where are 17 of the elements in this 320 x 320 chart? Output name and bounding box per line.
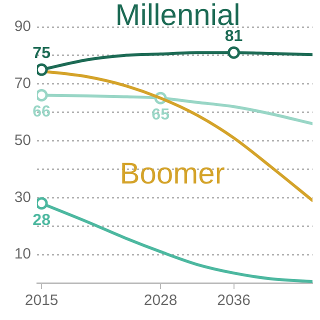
x-tick-label: 2015 xyxy=(24,292,58,310)
point xyxy=(37,63,48,76)
y-tick-label: 10 xyxy=(14,246,31,263)
y-tick-label: 70 xyxy=(14,75,31,92)
x-tick-label: 2036 xyxy=(217,292,250,310)
data-label: 28 xyxy=(32,212,51,229)
y-tick-label: 30 xyxy=(14,188,31,206)
y-tick-label: 50 xyxy=(14,132,31,149)
series-label: Boomer xyxy=(120,158,225,191)
data-label: 66 xyxy=(32,104,51,121)
point xyxy=(37,89,48,102)
data-label: 75 xyxy=(32,45,51,62)
data-label: 65 xyxy=(152,106,170,124)
x-tick-label: 2028 xyxy=(144,292,178,310)
point xyxy=(228,46,240,59)
point xyxy=(37,197,48,210)
y-tick-label: 90 xyxy=(14,18,31,36)
